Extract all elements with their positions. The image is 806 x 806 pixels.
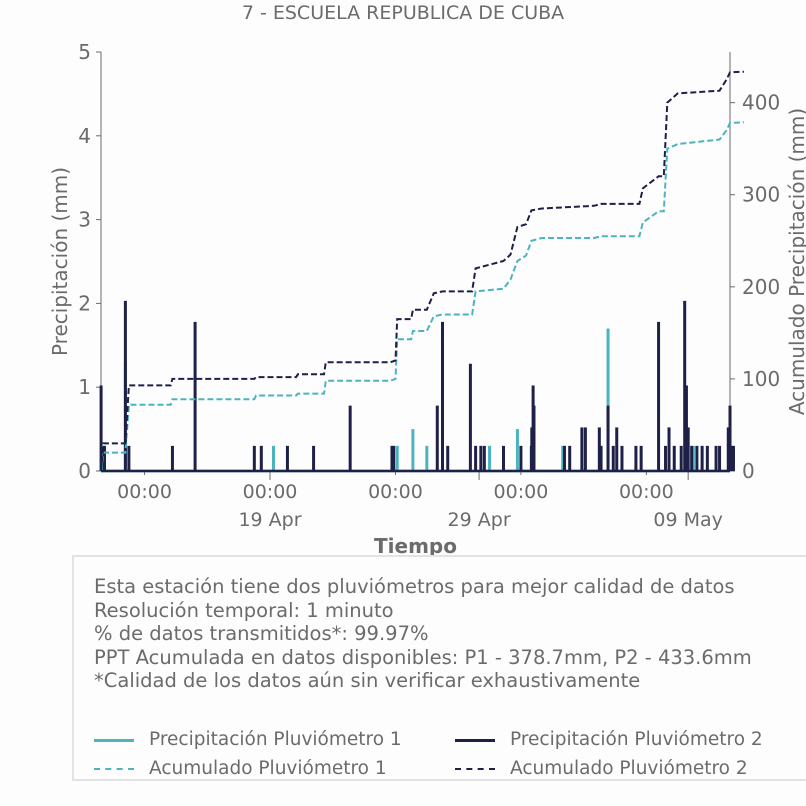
x-major-tick-label: 09 May [653,509,723,531]
y-tick-label: 2 [78,291,91,315]
y2-tick-label: 200 [742,275,780,299]
y-tick-label: 0 [78,459,91,483]
info-line: Esta estación tiene dos pluviómetros par… [94,575,735,598]
x-minor-tick-label: 00:00 [368,481,423,503]
info-line: % de datos transmitidos*: 99.97% [94,622,429,646]
legend-swatch [455,739,495,742]
info-line: PPT Acumulada en datos disponibles: P1 -… [94,645,752,669]
legend-swatch [455,768,495,770]
legend-label: Precipitación Pluviómetro 1 [149,729,402,750]
x-major-tick-label: 19 Apr [238,509,301,531]
info-line: *Calidad de los datos aún sin verificar … [94,669,641,693]
info-lines: Esta estación tiene dos pluviómetros par… [94,575,752,693]
info-line: Resolución temporal: 1 minuto [94,598,394,622]
info-legend-box: Esta estación tiene dos pluviómetros par… [72,555,806,781]
y2-tick-label: 0 [742,459,755,483]
cumulative-line [100,70,744,472]
cumulative-line [100,121,744,472]
x-major-tick-label: 29 Apr [448,509,511,531]
y-axis-label: Precipitación (mm) [48,167,72,356]
y-tick-label: 4 [78,124,91,148]
y-tick-label: 1 [78,375,91,399]
y-tick-label: 5 [78,40,91,64]
legend-label: Acumulado Pluviómetro 1 [149,758,387,779]
x-minor-tick-label: 00:00 [494,481,549,503]
legend-swatch [94,739,134,742]
y2-tick-label: 100 [742,367,780,391]
x-minor-tick-label: 00:00 [117,481,172,503]
legend-label: Acumulado Pluviómetro 2 [510,758,748,779]
legend-label: Precipitación Pluviómetro 2 [510,729,763,750]
precipitation-chart: 0 1 2 3 4 5 0 100 200 300 400 00:00 00:00 00:00 00:00 0… [48,40,806,558]
legend-swatch [94,768,134,770]
y2-tick-label: 400 [742,91,780,115]
chart-title: 7 - ESCUELA REPUBLICA DE CUBA [241,2,565,24]
x-axis-label: Tiempo [374,534,457,558]
x-minor-tick-label: 00:00 [243,481,298,503]
y2-axis-label: Acumulado Precipitación (mm) [785,108,806,415]
x-minor-tick-label: 00:00 [619,481,674,503]
y-tick-label: 3 [78,208,91,232]
y2-tick-label: 300 [742,183,780,207]
